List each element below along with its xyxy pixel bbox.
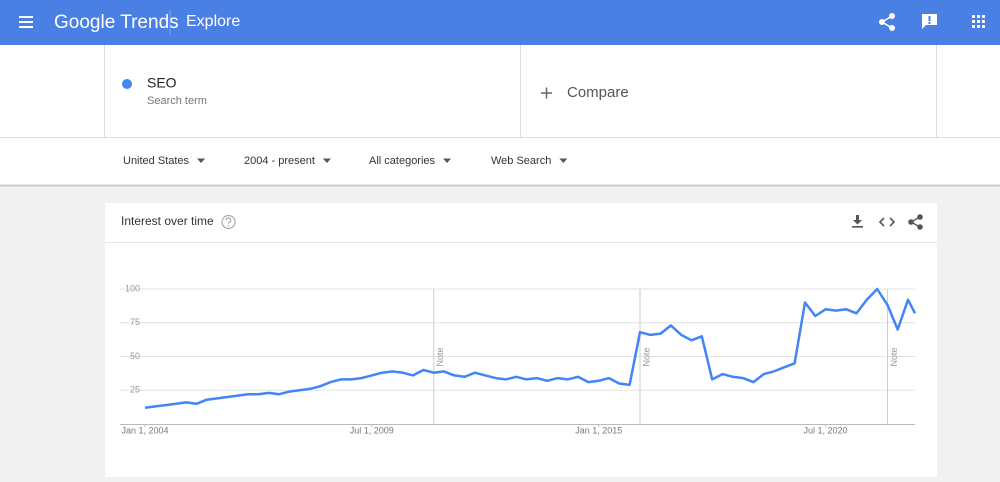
- chart-title: Interest over time: [121, 214, 214, 228]
- download-icon[interactable]: [852, 215, 863, 228]
- filter-label[interactable]: United States: [123, 155, 190, 167]
- compare-label[interactable]: Compare: [567, 84, 629, 101]
- page-title: Explore: [186, 13, 240, 30]
- y-tick-label: 75: [130, 317, 140, 327]
- note-label: Note: [641, 347, 651, 366]
- y-tick-label: 100: [125, 283, 140, 293]
- note-label: Note: [889, 347, 899, 366]
- x-tick-label: Jul 1, 2009: [350, 425, 394, 435]
- search-term[interactable]: SEO: [147, 75, 177, 91]
- dropdown-arrow[interactable]: [197, 158, 206, 164]
- search-term-subtitle: Search term: [147, 95, 207, 107]
- feedback-icon[interactable]: [922, 14, 937, 29]
- dropdown-arrow[interactable]: [322, 158, 331, 164]
- x-tick-label: Jul 1, 2020: [804, 425, 848, 435]
- y-tick-label: 25: [130, 385, 140, 395]
- x-tick-label: Jan 1, 2004: [121, 425, 168, 435]
- filter-label[interactable]: All categories: [369, 155, 436, 167]
- y-tick-label: 50: [130, 351, 140, 361]
- compare-button[interactable]: Compare: [541, 84, 629, 101]
- term-color: [122, 79, 132, 89]
- logo[interactable]: Google Trends: [54, 12, 179, 33]
- note-label: Note: [435, 347, 445, 366]
- filter-label[interactable]: 2004 - present: [244, 155, 315, 167]
- dropdown-arrow[interactable]: [559, 158, 568, 164]
- filter-label[interactable]: Web Search: [491, 155, 551, 167]
- dropdown-arrow[interactable]: [443, 158, 452, 164]
- trend-line: [144, 287, 917, 410]
- embed-icon[interactable]: [878, 217, 896, 227]
- share-chart-icon[interactable]: [908, 214, 923, 230]
- chart-card: [105, 203, 937, 477]
- menu-icon[interactable]: [19, 16, 33, 28]
- share-icon[interactable]: [879, 13, 895, 31]
- apps-icon[interactable]: [972, 15, 985, 28]
- help-icon[interactable]: [221, 214, 236, 230]
- app-bar: [0, 0, 1000, 45]
- filter-bar: [0, 138, 1000, 185]
- x-tick-label: Jan 1, 2015: [575, 425, 622, 435]
- search-panel: [0, 45, 1000, 137]
